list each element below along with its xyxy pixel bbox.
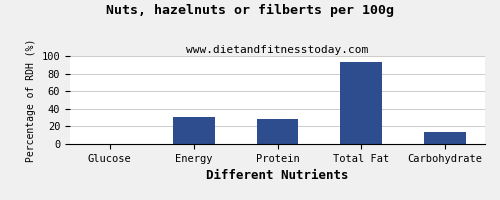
Bar — [172, 117, 214, 144]
Text: Nuts, hazelnuts or filberts per 100g: Nuts, hazelnuts or filberts per 100g — [106, 4, 394, 17]
Bar — [340, 62, 382, 144]
Title: www.dietandfitnesstoday.com: www.dietandfitnesstoday.com — [186, 45, 368, 55]
X-axis label: Different Nutrients: Different Nutrients — [206, 169, 349, 182]
Bar — [424, 132, 466, 144]
Bar — [256, 119, 298, 144]
Y-axis label: Percentage of RDH (%): Percentage of RDH (%) — [26, 38, 36, 162]
